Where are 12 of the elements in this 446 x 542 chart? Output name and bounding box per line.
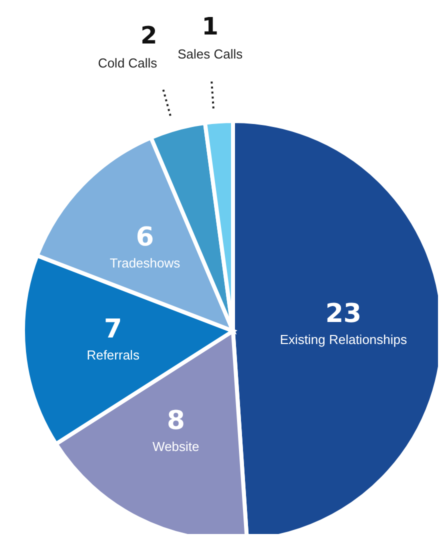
slice-label: Cold Calls	[98, 56, 158, 71]
data-label: 8	[166, 406, 185, 436]
data-label: 6	[136, 222, 154, 253]
slice-label: Sales Calls	[178, 46, 244, 62]
slice-label: Tradeshows	[110, 256, 181, 271]
data-label: 23	[325, 299, 362, 330]
data-label: 2	[140, 22, 158, 50]
slice-label: Website	[152, 439, 200, 454]
slice-label: Existing Relationships	[280, 332, 408, 348]
data-label: 7	[104, 314, 122, 345]
data-label: 1	[202, 12, 218, 41]
slice-label: Referrals	[86, 348, 140, 363]
